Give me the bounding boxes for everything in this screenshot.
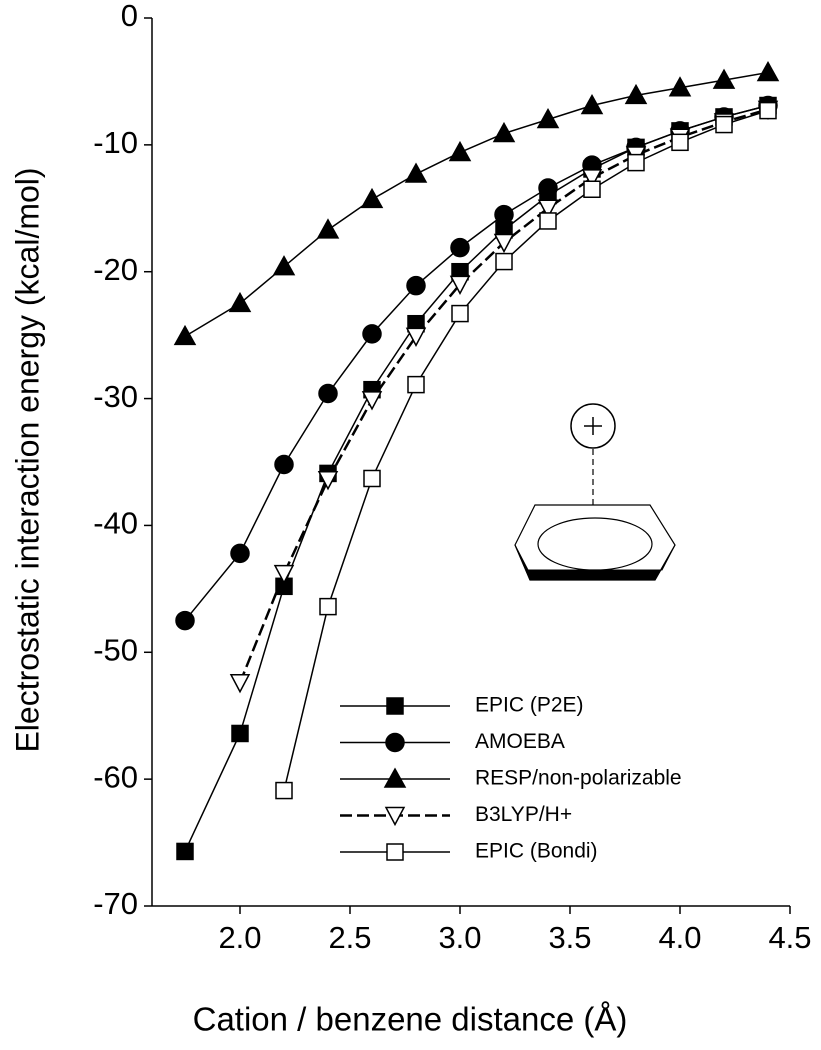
marker (176, 842, 194, 861)
y-tick-label: -20 (93, 252, 138, 287)
y-tick-label: 0 (121, 0, 138, 33)
marker (536, 107, 560, 129)
legend-label: RESP/non-polarizable (475, 767, 682, 790)
legend-marker (384, 806, 406, 827)
x-axis-label: Cation / benzene distance (Å) (193, 1001, 628, 1038)
marker (362, 324, 382, 344)
marker (624, 83, 648, 105)
marker (537, 199, 559, 219)
marker (539, 212, 557, 230)
y-tick-label: -50 (93, 632, 138, 667)
marker (493, 233, 515, 254)
marker (363, 469, 381, 488)
series-line (184, 104, 769, 622)
x-tick-label: 2.5 (328, 920, 371, 955)
marker (671, 133, 689, 152)
x-tick-label: 3.0 (438, 920, 481, 955)
marker (228, 291, 252, 313)
inset-icon (514, 403, 676, 581)
marker (317, 471, 339, 491)
legend-label: EPIC (P2E) (475, 694, 584, 717)
marker (361, 391, 383, 411)
marker (668, 76, 692, 97)
marker (494, 204, 514, 225)
legend-marker (386, 843, 404, 861)
marker (495, 252, 513, 271)
marker (448, 140, 472, 162)
x-tick-label: 2.0 (218, 920, 261, 955)
y-tick-label: -10 (93, 125, 138, 160)
marker (229, 673, 251, 694)
marker (492, 121, 516, 143)
marker (319, 597, 337, 616)
marker (173, 324, 197, 346)
marker (175, 610, 195, 631)
marker (231, 724, 249, 743)
marker (272, 255, 296, 276)
marker (406, 275, 426, 296)
series-line (184, 71, 769, 338)
marker (580, 93, 604, 115)
legend-marker (383, 767, 407, 788)
marker (316, 218, 340, 239)
y-axis-label: Electrostatic interaction energy (kcal/m… (9, 167, 45, 752)
y-tick-label: -40 (93, 506, 138, 541)
marker (756, 61, 780, 82)
marker (450, 237, 470, 258)
marker (275, 781, 293, 800)
legend-label: EPIC (Bondi) (475, 840, 598, 863)
marker (405, 327, 427, 348)
legend-label: AMOEBA (475, 730, 565, 753)
marker (318, 383, 338, 404)
y-tick-label: -30 (93, 379, 138, 414)
legend-marker (385, 732, 405, 753)
y-tick-label: -60 (93, 759, 138, 794)
x-tick-label: 4.0 (658, 920, 701, 955)
x-tick-label: 3.5 (548, 920, 591, 955)
marker (627, 153, 645, 172)
legend-marker (386, 697, 404, 715)
marker (274, 454, 294, 475)
marker (581, 169, 603, 189)
marker (273, 564, 295, 585)
marker (712, 68, 736, 89)
plot-area (173, 61, 780, 861)
legend-label: B3LYP/H+ (475, 803, 572, 826)
marker (230, 543, 250, 564)
marker (404, 162, 428, 183)
marker (715, 115, 733, 134)
marker (360, 187, 384, 209)
marker (407, 375, 425, 394)
marker (538, 178, 558, 198)
marker (583, 180, 601, 199)
marker (451, 304, 469, 323)
marker (759, 101, 777, 120)
y-tick-label: -70 (93, 886, 138, 921)
x-tick-label: 4.5 (768, 920, 811, 955)
marker (449, 275, 471, 296)
